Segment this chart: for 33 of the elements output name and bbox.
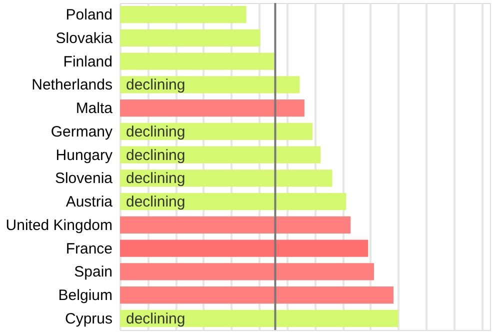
bar: [120, 29, 260, 46]
bar: [120, 216, 351, 234]
annotation: declining: [126, 310, 186, 328]
y-tick-label: Belgium: [58, 287, 112, 304]
y-tick-label: France: [66, 240, 112, 258]
y-tick-label: Hungary: [56, 146, 113, 164]
bar: [120, 52, 274, 70]
annotation: declining: [126, 146, 186, 164]
annotation: declining: [126, 123, 186, 140]
bar: [120, 240, 368, 257]
y-tick-label: Netherlands: [32, 76, 112, 94]
y-tick-label: Poland: [66, 6, 112, 24]
y-tick-label: Slovenia: [54, 170, 114, 188]
annotation: declining: [126, 170, 186, 188]
y-tick-label: Slovakia: [56, 30, 114, 47]
bar: [120, 286, 394, 304]
bar: [120, 146, 321, 164]
annotation: declining: [126, 194, 186, 211]
y-tick-label: Austria: [66, 194, 114, 211]
bar: [120, 6, 246, 24]
y-tick-label: Spain: [74, 264, 112, 281]
y-tick-label: Cyprus: [64, 310, 112, 328]
bar: [120, 122, 313, 140]
y-tick-label: United Kingdom: [6, 216, 112, 234]
bar: [120, 100, 304, 117]
bar: [120, 310, 398, 327]
bar: [120, 263, 374, 280]
bar: [120, 193, 346, 210]
y-tick-label: Finland: [63, 53, 112, 70]
bar: [120, 170, 332, 187]
y-tick-label: Germany: [50, 123, 113, 140]
y-tick-label: Malta: [76, 100, 114, 118]
annotation: declining: [126, 76, 186, 94]
